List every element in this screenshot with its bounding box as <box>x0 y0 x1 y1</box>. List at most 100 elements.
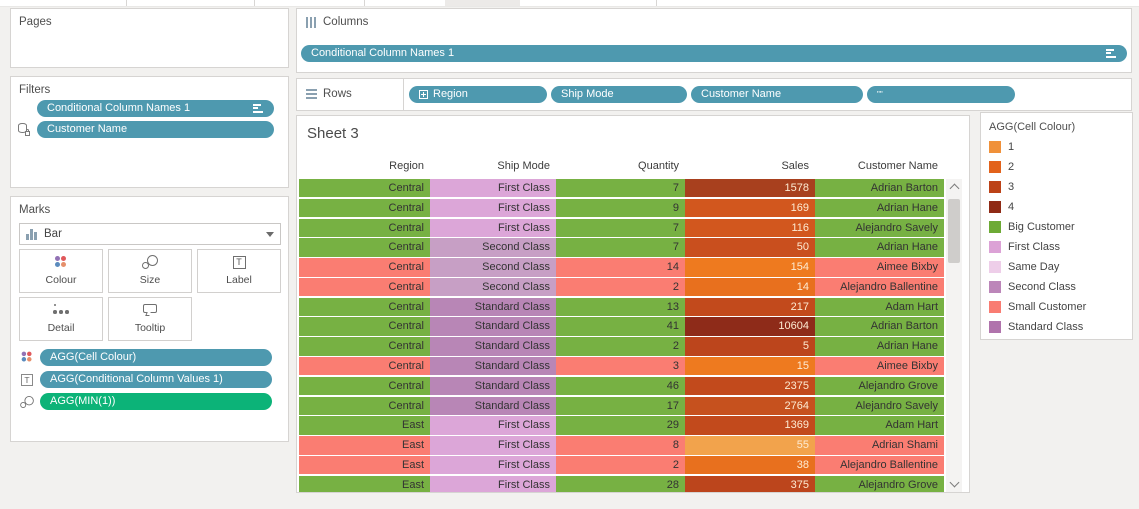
cell-ship-mode[interactable]: First Class <box>430 475 556 492</box>
cell-sales[interactable]: 14 <box>685 277 815 297</box>
cell-customer-name[interactable]: Alejandro Savely <box>815 396 944 415</box>
cell-ship-mode[interactable]: Standard Class <box>430 317 556 336</box>
cell-sales[interactable]: 154 <box>685 258 815 277</box>
cell-sales[interactable]: 10604 <box>685 317 815 336</box>
cell-sales[interactable]: 1369 <box>685 416 815 435</box>
table-row[interactable]: East First Class 8 55 Adrian Shami <box>299 436 944 455</box>
cell-sales[interactable]: 38 <box>685 455 815 475</box>
legend-item-2[interactable]: 2 <box>981 157 1132 177</box>
cell-region[interactable]: Central <box>299 317 430 336</box>
cell-customer-name[interactable]: Alejandro Ballentine <box>815 277 944 297</box>
cell-region[interactable]: East <box>299 416 430 435</box>
size-button[interactable]: Size <box>108 249 192 293</box>
cell-region[interactable]: Central <box>299 297 430 317</box>
cell-ship-mode[interactable]: Second Class <box>430 238 556 257</box>
cell-quantity[interactable]: 17 <box>556 396 685 415</box>
cell-region[interactable]: Central <box>299 258 430 277</box>
cell-sales[interactable]: 375 <box>685 475 815 492</box>
scrollbar-thumb[interactable] <box>948 199 960 263</box>
table-row[interactable]: Central Standard Class 3 15 Aimee Bixby <box>299 357 944 376</box>
cell-customer-name[interactable]: Adrian Hane <box>815 238 944 257</box>
cell-quantity[interactable]: 2 <box>556 337 685 356</box>
cell-customer-name[interactable]: Alejandro Grove <box>815 475 944 492</box>
cell-quantity[interactable]: 46 <box>556 376 685 396</box>
cell-customer-name[interactable]: Adam Hart <box>815 297 944 317</box>
cell-customer-name[interactable]: Adrian Hane <box>815 198 944 218</box>
cell-region[interactable]: Central <box>299 357 430 376</box>
legend-item-small-customer[interactable]: Small Customer <box>981 297 1132 317</box>
table-row[interactable]: Central First Class 7 1578 Adrian Barton <box>299 179 944 198</box>
cell-ship-mode[interactable]: Second Class <box>430 258 556 277</box>
columns-shelf[interactable]: Columns Conditional Column Names 1 <box>296 8 1132 73</box>
cell-quantity[interactable]: 7 <box>556 179 685 198</box>
rows-shelf[interactable]: Rows Region Ship Mode Customer Name "" <box>296 78 1132 111</box>
rows-pill-customer-name[interactable]: Customer Name <box>691 86 863 103</box>
table-row[interactable]: Central Second Class 2 14 Alejandro Ballenti… <box>299 277 944 297</box>
cell-quantity[interactable]: 9 <box>556 198 685 218</box>
cell-region[interactable]: Central <box>299 238 430 257</box>
cell-customer-name[interactable]: Adrian Hane <box>815 337 944 356</box>
marks-pill-conditional-column-values[interactable]: AGG(Conditional Column Values 1) <box>40 371 272 388</box>
tooltip-button[interactable]: Tooltip <box>108 297 192 341</box>
cell-quantity[interactable]: 29 <box>556 416 685 435</box>
legend-item-same-day[interactable]: Same Day <box>981 257 1132 277</box>
table-row[interactable]: East First Class 28 375 Alejandro Grove <box>299 475 944 492</box>
cell-sales[interactable]: 55 <box>685 436 815 455</box>
filter-pill-conditional-column-names[interactable]: Conditional Column Names 1 <box>37 100 274 117</box>
cell-sales[interactable]: 50 <box>685 238 815 257</box>
table-row[interactable]: Central Second Class 14 154 Aimee Bixby <box>299 258 944 277</box>
cell-quantity[interactable]: 8 <box>556 436 685 455</box>
columns-pill-conditional-column-names[interactable]: Conditional Column Names 1 <box>301 45 1127 62</box>
cell-region[interactable]: East <box>299 455 430 475</box>
cell-region[interactable]: Central <box>299 277 430 297</box>
cell-ship-mode[interactable]: First Class <box>430 416 556 435</box>
legend-item-3[interactable]: 3 <box>981 177 1132 197</box>
cell-customer-name[interactable]: Alejandro Savely <box>815 218 944 237</box>
cell-ship-mode[interactable]: First Class <box>430 218 556 237</box>
cell-region[interactable]: Central <box>299 376 430 396</box>
scroll-down-icon[interactable] <box>946 476 962 492</box>
marks-pill-agg-min-1[interactable]: AGG(MIN(1)) <box>40 393 272 410</box>
cell-ship-mode[interactable]: First Class <box>430 455 556 475</box>
cell-sales[interactable]: 169 <box>685 198 815 218</box>
rows-pill-ship-mode[interactable]: Ship Mode <box>551 86 687 103</box>
table-row[interactable]: Central Standard Class 17 2764 Alejandro Sav… <box>299 396 944 415</box>
detail-button[interactable]: Detail <box>19 297 103 341</box>
cell-region[interactable]: Central <box>299 337 430 356</box>
cell-region[interactable]: Central <box>299 179 430 198</box>
cell-customer-name[interactable]: Alejandro Ballentine <box>815 455 944 475</box>
legend-item-standard-class[interactable]: Standard Class <box>981 317 1132 337</box>
table-row[interactable]: Central Standard Class 13 217 Adam Hart <box>299 297 944 317</box>
table-row[interactable]: Central Standard Class 2 5 Adrian Hane <box>299 337 944 356</box>
cell-region[interactable]: Central <box>299 218 430 237</box>
cell-sales[interactable]: 2764 <box>685 396 815 415</box>
rows-pill-region[interactable]: Region <box>409 86 547 103</box>
cell-sales[interactable]: 15 <box>685 357 815 376</box>
mark-type-dropdown[interactable]: Bar <box>19 223 281 245</box>
table-row[interactable]: Central Second Class 7 50 Adrian Hane <box>299 238 944 257</box>
cell-quantity[interactable]: 28 <box>556 475 685 492</box>
legend-item-1[interactable]: 1 <box>981 137 1132 157</box>
rows-pill---[interactable]: "" <box>867 86 1015 103</box>
cell-ship-mode[interactable]: Standard Class <box>430 337 556 356</box>
legend-item-first-class[interactable]: First Class <box>981 237 1132 257</box>
cell-customer-name[interactable]: Adrian Shami <box>815 436 944 455</box>
cell-ship-mode[interactable]: Standard Class <box>430 357 556 376</box>
cell-region[interactable]: Central <box>299 198 430 218</box>
cell-ship-mode[interactable]: First Class <box>430 198 556 218</box>
cell-quantity[interactable]: 2 <box>556 455 685 475</box>
cell-quantity[interactable]: 7 <box>556 218 685 237</box>
vertical-scrollbar[interactable] <box>946 179 962 492</box>
cell-customer-name[interactable]: Alejandro Grove <box>815 376 944 396</box>
cell-ship-mode[interactable]: Standard Class <box>430 396 556 415</box>
cell-quantity[interactable]: 2 <box>556 277 685 297</box>
cell-ship-mode[interactable]: Standard Class <box>430 297 556 317</box>
table-row[interactable]: Central Standard Class 41 10604 Adrian Barto… <box>299 317 944 336</box>
cell-customer-name[interactable]: Aimee Bixby <box>815 357 944 376</box>
table-row[interactable]: Central Standard Class 46 2375 Alejandro Gro… <box>299 376 944 396</box>
legend-item-second-class[interactable]: Second Class <box>981 277 1132 297</box>
colour-button[interactable]: Colour <box>19 249 103 293</box>
table-row[interactable]: East First Class 2 38 Alejandro Ballentine <box>299 455 944 475</box>
legend-item-big-customer[interactable]: Big Customer <box>981 217 1132 237</box>
expand-icon[interactable] <box>419 90 428 99</box>
